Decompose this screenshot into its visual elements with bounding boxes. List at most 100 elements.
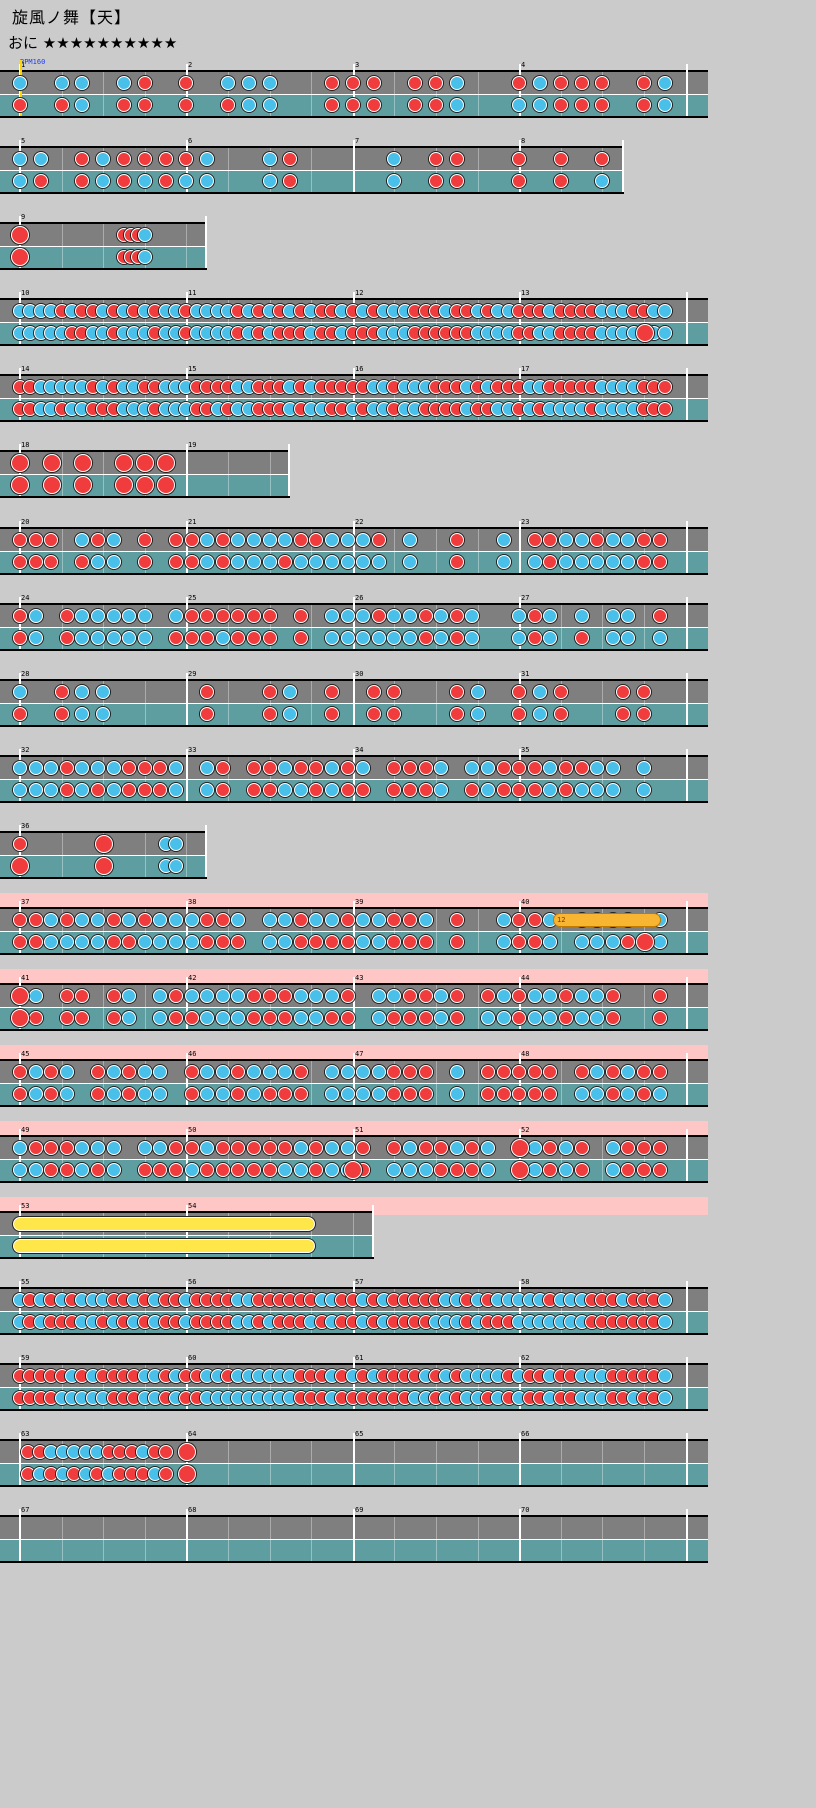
ka-note — [325, 1141, 339, 1155]
bar-line — [205, 216, 207, 268]
don-note — [356, 783, 371, 797]
ka-note — [434, 631, 449, 645]
ka-note — [434, 609, 449, 623]
don-note — [231, 609, 246, 623]
don-note — [543, 1087, 558, 1101]
beat-line — [61, 72, 63, 116]
ka-note — [605, 631, 620, 645]
ka-note — [605, 783, 620, 797]
don-note — [403, 913, 417, 927]
measure-number: 1 — [21, 61, 26, 69]
measure-number: 29 — [188, 670, 197, 678]
don-note — [496, 1065, 511, 1079]
beat-line — [644, 757, 645, 801]
bar-line — [686, 368, 688, 420]
ka-note — [231, 533, 246, 547]
ka-note — [403, 555, 417, 569]
ka-note — [231, 1011, 246, 1025]
don-note — [200, 609, 215, 623]
beat-line — [644, 1365, 645, 1409]
don-note — [122, 761, 137, 775]
beat-line — [269, 909, 271, 953]
measure-number: 63 — [21, 1430, 30, 1438]
don-note — [28, 533, 43, 547]
bar-line — [519, 140, 521, 192]
beat-line — [644, 681, 645, 725]
beat-line — [436, 605, 437, 649]
ka-note — [449, 98, 464, 112]
beat-line — [436, 529, 437, 573]
song-title: 旋風ノ舞【天】 — [12, 8, 132, 27]
don-note — [231, 631, 246, 645]
beat-line — [602, 605, 604, 649]
ka-note — [293, 989, 308, 1003]
bar-line — [686, 1129, 688, 1181]
beat-line — [560, 1365, 562, 1409]
don-note — [137, 555, 152, 569]
measure-number: 38 — [188, 898, 197, 906]
beat-line — [477, 605, 479, 649]
don-note — [178, 1443, 196, 1461]
beat-line — [394, 529, 396, 573]
measure-number: 58 — [521, 1278, 530, 1286]
beat-line — [644, 1061, 645, 1105]
don-note — [44, 1087, 59, 1101]
beat-line — [269, 529, 271, 573]
beat-line — [228, 452, 229, 496]
don-note — [387, 913, 402, 927]
beat-line — [436, 909, 437, 953]
ka-note — [340, 1065, 355, 1079]
beat-line — [269, 1289, 271, 1333]
ka-note — [371, 989, 386, 1003]
ka-note — [356, 533, 371, 547]
ka-note — [309, 555, 324, 569]
don-note — [33, 174, 48, 188]
beat-line — [61, 300, 63, 344]
beat-line — [436, 1365, 437, 1409]
measure-number: 35 — [521, 746, 530, 754]
don-note — [527, 533, 542, 547]
beat-line — [477, 909, 479, 953]
ka-note — [33, 152, 48, 166]
bar-line — [519, 64, 521, 116]
measure-number: 64 — [188, 1430, 197, 1438]
star-rating: ★★★★★★★★★★ — [42, 34, 178, 52]
beat-line — [560, 1061, 562, 1105]
beat-line — [228, 985, 229, 1029]
ka-note — [403, 609, 417, 623]
don-note — [449, 685, 464, 699]
ka-note — [543, 783, 558, 797]
don-note — [59, 631, 74, 645]
don-note — [325, 707, 339, 721]
don-note — [429, 152, 443, 166]
ka-note — [465, 609, 480, 623]
beat-line — [103, 1365, 105, 1409]
don-note — [184, 1011, 199, 1025]
bar-line — [19, 673, 21, 725]
don-note — [408, 76, 423, 90]
beat-line — [228, 1517, 229, 1561]
don-note — [262, 783, 277, 797]
don-note — [75, 174, 90, 188]
don-note — [158, 152, 173, 166]
ka-note — [122, 631, 137, 645]
don-note — [215, 1163, 230, 1177]
ka-note — [106, 555, 121, 569]
don-note — [512, 685, 527, 699]
don-note — [13, 631, 27, 645]
ka-note — [75, 1141, 90, 1155]
ka-note — [75, 761, 90, 775]
don-note — [543, 1141, 558, 1155]
don-note — [91, 1087, 105, 1101]
ka-note — [241, 98, 256, 112]
beat-line — [560, 529, 562, 573]
ka-note — [106, 1163, 121, 1177]
lane-border — [0, 573, 708, 575]
beat-line — [394, 909, 396, 953]
ka-note — [75, 631, 90, 645]
ka-note — [574, 1011, 589, 1025]
measure-number: 21 — [188, 518, 197, 526]
don-note — [278, 1087, 293, 1101]
don-note — [262, 1141, 277, 1155]
don-note — [262, 1163, 277, 1177]
